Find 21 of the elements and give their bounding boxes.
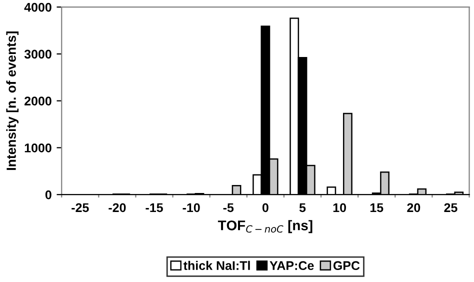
x-tick-label: -20 xyxy=(108,203,126,212)
x-tick-label: -10 xyxy=(182,203,200,212)
x-tick-label: 0 xyxy=(262,203,268,212)
y-tick-label: 0 xyxy=(45,190,52,200)
legend-label: GPC xyxy=(333,261,360,270)
legend-label: YAP:Ce xyxy=(270,261,314,270)
y-tick-label: 4000 xyxy=(24,2,52,12)
y-tick-label: 3000 xyxy=(24,50,52,59)
x-tick-label: 15 xyxy=(370,203,384,212)
x-tick-label: 10 xyxy=(333,203,346,212)
legend-label: thick NaI:Tl xyxy=(184,260,250,270)
y-axis-title: Intensity [n. of events] xyxy=(6,32,19,170)
y-tick-label: 2000 xyxy=(24,96,52,106)
x-tick-label: -25 xyxy=(72,203,89,212)
x-tick-label: -5 xyxy=(223,203,234,212)
x-tick-label: -15 xyxy=(146,203,163,212)
y-tick-label: 1000 xyxy=(24,144,52,152)
x-tick-label: 5 xyxy=(299,203,306,212)
x-axis-title: TOF$_{C−noC}$ [ns] xyxy=(218,220,312,234)
x-tick-label: 20 xyxy=(407,203,420,212)
x-tick-label: 25 xyxy=(444,203,458,212)
